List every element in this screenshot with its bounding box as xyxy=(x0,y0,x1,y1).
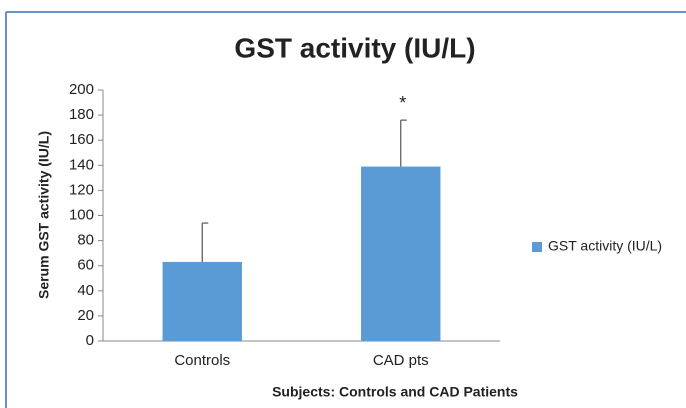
y-tick-label: 0 xyxy=(86,332,94,349)
y-tick-label: 160 xyxy=(69,131,94,148)
y-tick-label: 180 xyxy=(69,106,94,123)
bar xyxy=(361,166,441,341)
y-tick-label: 80 xyxy=(77,232,94,249)
y-tick-label: 100 xyxy=(69,206,94,223)
chart-title: GST activity (IU/L) xyxy=(234,32,475,63)
y-tick-label: 60 xyxy=(77,257,94,274)
y-tick-label: 140 xyxy=(69,156,94,173)
y-axis-label: Serum GST activity (IU/L) xyxy=(36,131,52,299)
annotation: * xyxy=(399,93,406,113)
legend-label: GST activity (IU/L) xyxy=(548,238,662,254)
legend-swatch xyxy=(532,242,542,252)
y-tick-label: 20 xyxy=(77,307,94,324)
y-tick-label: 200 xyxy=(69,81,94,98)
y-tick-label: 40 xyxy=(77,282,94,299)
y-tick-label: 120 xyxy=(69,181,94,198)
x-tick-label: Controls xyxy=(174,352,230,369)
x-tick-label: CAD pts xyxy=(373,352,429,369)
bar xyxy=(162,261,242,341)
x-axis-label: Subjects: Controls and CAD Patients xyxy=(272,384,518,400)
